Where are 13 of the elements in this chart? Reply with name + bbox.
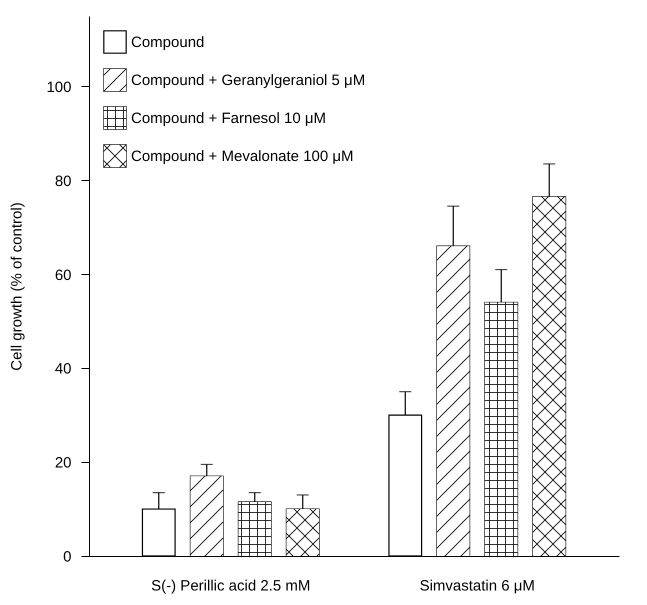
y-tick-label: 60: [54, 266, 72, 284]
y-tick-label: 0: [63, 548, 72, 566]
legend-label: Compound + Mevalonate 100 μM: [131, 148, 354, 165]
legend-label: Compound + Geranylgeraniol 5 μM: [131, 72, 366, 89]
y-tick-label: 100: [46, 78, 72, 96]
y-axis-title: Cell growth (% of control): [8, 202, 26, 371]
x-tick-label: S(-) Perillic acid 2.5 mM: [151, 578, 310, 594]
legend-label: Compound: [131, 34, 204, 51]
y-tick-label: 20: [54, 454, 72, 472]
legend-label: Compound + Farnesol 10 μM: [131, 110, 326, 127]
y-tick-label: 40: [54, 360, 72, 378]
y-tick-label: 80: [54, 172, 72, 190]
x-tick-label: Simvastatin 6 μM: [420, 578, 535, 594]
